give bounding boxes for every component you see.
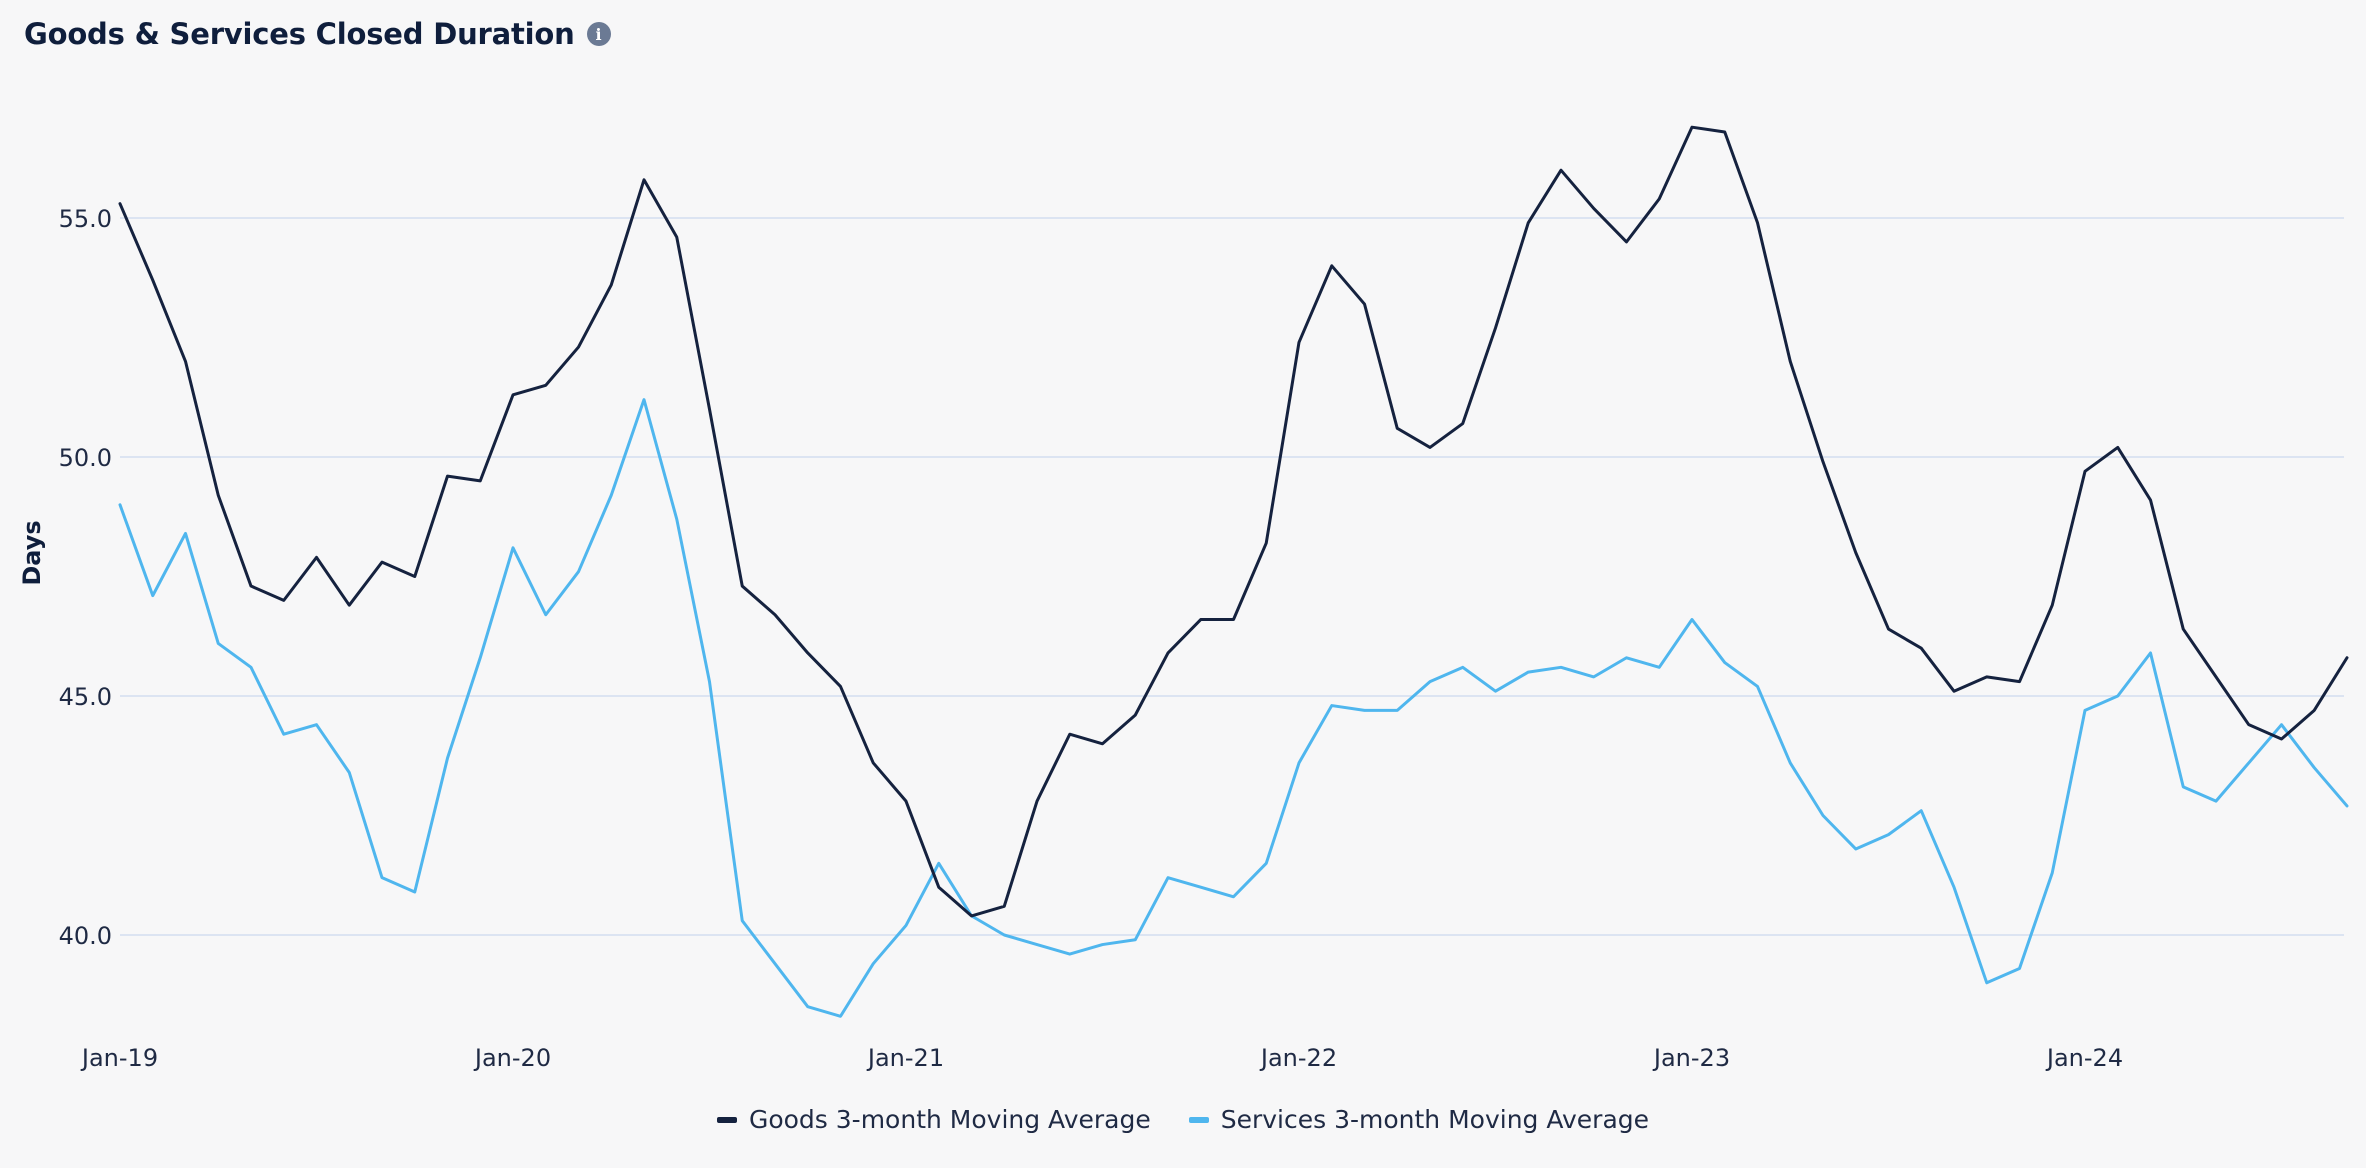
- legend-swatch-services: [1188, 1116, 1209, 1123]
- legend: Goods 3-month Moving Average Services 3-…: [0, 1105, 2366, 1134]
- x-tick-label: Jan-22: [1259, 1044, 1337, 1072]
- x-tick-label: Jan-23: [1652, 1044, 1730, 1072]
- legend-label-services: Services 3-month Moving Average: [1220, 1105, 1650, 1134]
- series-line-services[interactable]: [118, 398, 2349, 1018]
- y-axis-ticks: 40.0 45.0 50.0 55.0: [59, 205, 112, 950]
- legend-label-goods: Goods 3-month Moving Average: [748, 1105, 1151, 1134]
- x-tick-label: Jan-24: [2045, 1044, 2123, 1072]
- x-axis-ticks: Jan-19 Jan-20 Jan-21 Jan-22 Jan-23 Jan-24: [80, 1044, 2123, 1072]
- y-axis-label: Days: [18, 520, 46, 585]
- x-tick-label: Jan-19: [80, 1044, 158, 1072]
- legend-item-goods[interactable]: Goods 3-month Moving Average: [716, 1105, 1151, 1134]
- chart-header: Goods & Services Closed Duration i: [24, 14, 611, 54]
- series-lines: [118, 125, 2349, 1018]
- legend-item-services[interactable]: Services 3-month Moving Average: [1188, 1105, 1650, 1134]
- x-tick-label: Jan-21: [866, 1044, 944, 1072]
- y-tick-label: 40.0: [59, 922, 112, 950]
- info-icon[interactable]: i: [586, 22, 611, 46]
- x-tick-label: Jan-20: [473, 1044, 551, 1072]
- legend-swatch-goods: [716, 1116, 737, 1123]
- y-tick-label: 55.0: [59, 205, 112, 233]
- chart-title: Goods & Services Closed Duration: [24, 17, 575, 51]
- y-tick-label: 45.0: [59, 683, 112, 711]
- gridlines: [120, 217, 2344, 936]
- series-line-goods[interactable]: [118, 125, 2349, 918]
- y-tick-label: 50.0: [59, 444, 112, 472]
